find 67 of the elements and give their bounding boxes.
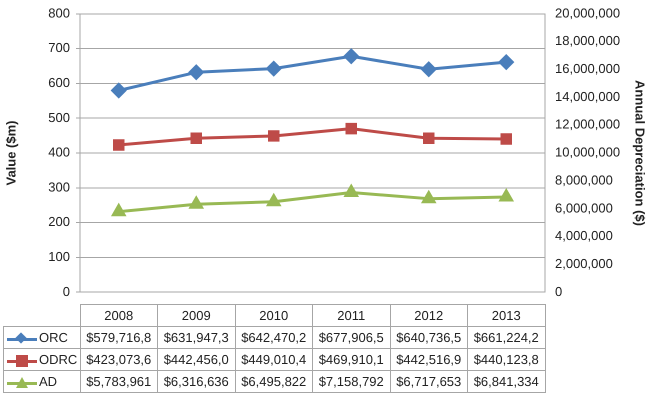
- point: [111, 82, 126, 98]
- point: [422, 191, 436, 204]
- y2-tick-label: 0: [555, 284, 562, 299]
- y2-tick-label: 4,000,000: [555, 228, 613, 244]
- data-label: $5,783,961: [80, 370, 158, 392]
- y-tick-label: 200: [48, 214, 70, 230]
- point: [112, 204, 126, 216]
- point: [267, 194, 280, 206]
- data-label: $6,495,822: [235, 370, 312, 392]
- x-tick-label: 2009: [158, 304, 235, 326]
- data-label: $440,123,8: [468, 348, 545, 370]
- data-label: $442,456,0: [158, 348, 235, 370]
- y2-tick-label: 14,000,000: [555, 88, 620, 104]
- data-label: $6,316,636: [158, 370, 235, 392]
- y2-tick-label: 12,000,000: [555, 116, 620, 132]
- data-label: $631,947,3: [158, 326, 235, 348]
- point: [190, 132, 202, 144]
- y2-tick-label: 20,000,000: [555, 5, 620, 20]
- point: [266, 61, 282, 76]
- legend-label: ORC: [4, 326, 80, 348]
- x-tick-label: 2011: [312, 304, 390, 326]
- data-label: $423,073,6: [80, 348, 158, 370]
- y2-axis-title: Annual Depreciation ($): [632, 80, 648, 226]
- y2-tick-label: 6,000,000: [555, 200, 613, 216]
- y-tick-label: 800: [48, 5, 70, 20]
- point: [500, 133, 512, 145]
- y-tick-label: 600: [48, 74, 70, 90]
- point: [344, 185, 358, 198]
- legend-label: ODRC: [4, 348, 80, 370]
- data-label: $640,736,5: [390, 326, 468, 348]
- y-tick-label: 300: [48, 179, 70, 194]
- point: [190, 196, 203, 209]
- point: [268, 130, 280, 142]
- x-tick-label: 2012: [390, 304, 468, 326]
- y2-tick-label: 8,000,000: [555, 172, 613, 188]
- point: [113, 139, 124, 151]
- y-tick-label: 400: [48, 144, 70, 160]
- point: [423, 132, 434, 144]
- y-tick-label: 0: [62, 284, 70, 299]
- data-label: $6,717,653: [390, 370, 468, 392]
- y2-tick-label: 18,000,000: [555, 33, 620, 48]
- y-tick-label: 100: [48, 248, 70, 264]
- point: [500, 189, 513, 202]
- y-tick-label: 500: [48, 110, 70, 125]
- y2-tick-label: 10,000,000: [555, 144, 620, 160]
- y2-tick-label: 2,000,000: [555, 256, 613, 271]
- point: [188, 64, 204, 80]
- point: [346, 122, 357, 134]
- x-tick-label: 2010: [235, 304, 312, 326]
- y2-tick-label: 16,000,000: [555, 61, 620, 76]
- data-label: $449,010,4: [235, 348, 312, 370]
- point: [344, 48, 359, 64]
- data-label: $642,470,2: [235, 326, 312, 348]
- point: [498, 54, 514, 70]
- data-label: $442,516,9: [390, 348, 468, 370]
- y-tick-label: 700: [48, 40, 70, 56]
- point: [421, 62, 436, 77]
- legend-label: AD: [4, 370, 80, 392]
- y-axis-title: Value ($m): [3, 120, 18, 186]
- data-label: $661,224,2: [468, 326, 545, 348]
- data-label: $677,906,5: [312, 326, 390, 348]
- data-label: $579,716,8: [80, 326, 158, 348]
- data-label: $7,158,792: [312, 370, 390, 392]
- data-label: $469,910,1: [312, 348, 390, 370]
- data-label: $6,841,334: [468, 370, 545, 392]
- x-tick-label: 2013: [468, 304, 545, 326]
- x-tick-label: 2008: [80, 304, 158, 326]
